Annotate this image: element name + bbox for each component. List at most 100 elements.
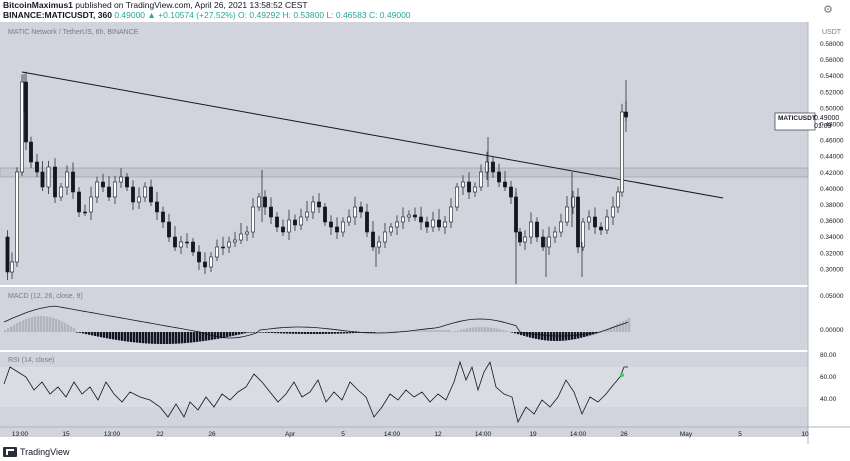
rsi-axis[interactable]: 80.00 60.00 40.00	[820, 352, 837, 403]
macd-bar	[115, 332, 118, 340]
candle-body	[611, 206, 615, 218]
candlestick-series[interactable]	[5, 71, 628, 284]
macd-bar	[10, 326, 13, 332]
candle-body	[407, 214, 411, 218]
symbol-interval: BINANCE:MATICUSDT, 360	[3, 10, 112, 20]
candle-body	[523, 236, 527, 243]
candle-body	[263, 196, 267, 208]
price-tag-price: 0.49000	[814, 115, 839, 122]
candle-body	[185, 241, 189, 244]
macd-bar	[532, 332, 535, 339]
candle-body	[20, 81, 24, 173]
macd-bar	[628, 318, 631, 332]
macd-bar	[142, 332, 145, 344]
macd-bar	[79, 332, 82, 333]
candle-body	[425, 221, 429, 228]
macd-bar	[244, 332, 247, 334]
macd-bar	[172, 332, 175, 344]
macd-bar	[433, 330, 436, 332]
macd-bar	[397, 330, 400, 332]
candle-body	[529, 221, 533, 238]
macd-bar	[367, 332, 370, 333]
gear-icon[interactable]: ⚙	[823, 4, 833, 16]
macd-bar	[226, 332, 229, 338]
macd-bar	[58, 320, 61, 332]
macd-bar	[538, 332, 541, 340]
candle-body	[113, 181, 117, 198]
macd-bar	[91, 332, 94, 336]
macd-bar	[166, 332, 169, 344]
time-tick-label: 10	[801, 431, 809, 438]
macd-axis[interactable]: 0.05000 0.00000	[820, 293, 844, 334]
macd-bar	[301, 332, 304, 334]
candle-body	[341, 221, 345, 233]
macd-bar	[316, 332, 319, 334]
macd-bar	[55, 318, 58, 332]
macd-bar	[388, 331, 391, 332]
price-chart[interactable]: MATIC Network / TetherUS, 6h, BINANCE US…	[0, 22, 850, 444]
macd-bar	[112, 332, 115, 340]
candle-body	[305, 211, 309, 218]
macd-bar	[337, 332, 340, 334]
tradingview-logo[interactable]: TradingView	[3, 447, 70, 457]
candle-body	[125, 176, 129, 188]
macd-bar	[280, 332, 283, 334]
candle-body	[40, 171, 45, 188]
macd-bar	[49, 317, 52, 332]
macd-bar	[97, 332, 100, 337]
macd-bar	[439, 330, 442, 332]
macd-bar	[457, 330, 460, 332]
macd-bar	[313, 332, 316, 334]
macd-bar	[475, 327, 478, 332]
macd-bar	[103, 332, 106, 338]
macd-bar	[427, 330, 430, 332]
macd-bar	[223, 332, 226, 338]
macd-bar	[163, 332, 166, 344]
candle-body	[576, 196, 580, 248]
macd-bar	[379, 331, 382, 333]
time-tick-label: 13:00	[12, 431, 29, 438]
macd-bar	[253, 332, 256, 333]
price-tick-label: 0.58000	[820, 41, 844, 48]
candle-body	[35, 161, 39, 173]
time-tick-label: 22	[156, 431, 164, 438]
macd-bar	[268, 332, 271, 333]
support-resistance-zone[interactable]	[0, 167, 809, 178]
macd-bar	[16, 323, 19, 332]
time-tick-label: 26	[620, 431, 628, 438]
macd-bar	[232, 332, 235, 336]
candle-body	[593, 216, 597, 228]
macd-bar	[604, 330, 607, 332]
macd-bar	[460, 329, 463, 332]
macd-bar	[199, 332, 202, 342]
macd-bar	[328, 332, 331, 334]
time-tick-label: 14:00	[570, 431, 587, 438]
candle-body	[503, 181, 507, 188]
candle-body	[287, 219, 291, 233]
time-axis[interactable]: 13:00 15 13:00 22 26 Apr 5 14:00 12 14:00 19 14:00 2…	[12, 431, 809, 438]
macd-bar	[325, 332, 328, 334]
candle-body	[616, 191, 620, 208]
macd-bar	[382, 331, 385, 333]
candle-body	[455, 186, 459, 208]
author-name[interactable]: BitcoinMaximus1	[3, 0, 73, 10]
published-text: published on TradingView.com, April 26, …	[75, 0, 308, 10]
candle-body	[53, 166, 57, 198]
candle-body	[10, 261, 14, 273]
macd-bar	[352, 332, 355, 334]
price-axis[interactable]: 0.58000 0.56000 0.54000 0.52000 0.50000 0.480…	[820, 41, 844, 273]
candle-body	[581, 221, 585, 248]
macd-line	[3, 305, 629, 339]
rsi-line	[3, 360, 628, 424]
descending-trendline[interactable]	[21, 71, 724, 199]
macd-bar	[463, 328, 466, 332]
price-tick-label: 0.54000	[820, 73, 844, 80]
macd-bar	[220, 332, 223, 339]
macd-bar	[187, 332, 190, 343]
candle-body	[509, 186, 513, 198]
macd-bar	[121, 332, 124, 341]
candle-body	[479, 171, 483, 188]
price-tick-label: 0.32000	[820, 250, 844, 257]
candle-body	[518, 231, 522, 243]
macd-bar	[295, 332, 298, 334]
